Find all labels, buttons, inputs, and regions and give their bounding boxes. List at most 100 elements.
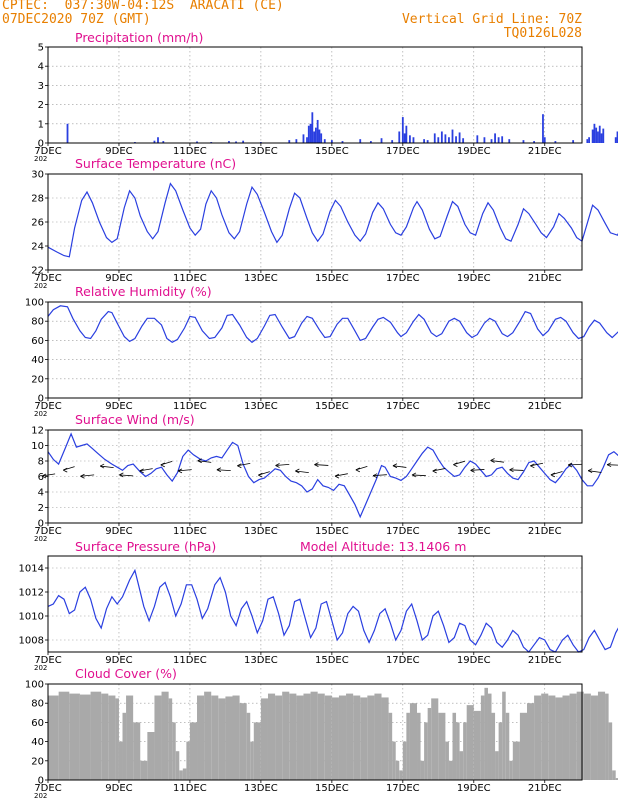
x-tick-label: 13DEC [244, 401, 278, 412]
wind-arrowhead [41, 473, 47, 479]
x-tick-label: 9DEC [105, 273, 132, 284]
x-tick-label: 9DEC [105, 783, 132, 794]
wind-arrowhead [139, 468, 144, 474]
precip-bar [330, 140, 333, 143]
precip-bar [497, 137, 500, 143]
wind-arrow [588, 470, 602, 473]
cloud-column [534, 695, 542, 780]
cloud-column [541, 693, 549, 780]
precip-bar [533, 141, 535, 143]
y-tick-label: 20 [31, 374, 44, 385]
x-tick-label: 19DEC [457, 526, 491, 537]
precip-bar [403, 133, 406, 143]
wind-arrowhead [237, 463, 242, 469]
wind-arrow [41, 473, 56, 477]
wind-arrow [607, 464, 618, 466]
cloud-column [615, 778, 618, 780]
y-tick-label: 1012 [19, 588, 44, 599]
header-grid-line: Vertical Grid Line: 70Z [401, 12, 582, 27]
x-tick-label: 15DEC [315, 273, 349, 284]
cloud-column [367, 695, 375, 780]
cloud-column [232, 695, 240, 780]
precip-bar [595, 127, 598, 143]
y-tick-label: 0 [38, 519, 44, 530]
x-tick-label: 9DEC [105, 146, 132, 157]
wind-arrowhead [567, 462, 573, 468]
cloud-column [303, 693, 311, 780]
y-tick-label: 100 [25, 298, 44, 309]
precip-bar [359, 139, 362, 143]
cloud-column [452, 712, 457, 780]
cloud-column [211, 695, 219, 780]
wind-arrowhead [258, 472, 263, 478]
cloud-column [250, 741, 254, 780]
precip-bar [458, 132, 461, 143]
wind-arrow [568, 463, 583, 466]
y-tick-label: 4 [38, 62, 44, 73]
wind-arrowhead [509, 467, 514, 473]
cloud-column [126, 695, 134, 780]
x-tick-label: 7DEC [34, 655, 61, 666]
panel-frame [47, 301, 583, 399]
y-tick-label: 0 [38, 394, 44, 405]
cloud-column [239, 703, 247, 780]
cloud-column [186, 741, 190, 780]
cloud-column [58, 691, 70, 780]
precip-bar [316, 119, 319, 143]
x-tick-label: 15DEC [315, 526, 349, 537]
precip-bar [295, 139, 298, 143]
panel-title: Precipitation (mm/h) [75, 30, 203, 45]
cloud-column [399, 770, 403, 780]
precip-bar [591, 129, 594, 143]
y-tick-label: 40 [31, 355, 44, 366]
cloud-column [463, 722, 467, 780]
y-tick-label: 2 [38, 100, 44, 111]
x-tick-label: 17DEC [386, 526, 420, 537]
precip-bar [162, 141, 165, 143]
cloud-column [555, 697, 563, 780]
cloud-column [448, 760, 453, 780]
precip-bar [196, 141, 198, 143]
wind-arrowhead [197, 458, 202, 464]
x-year-stub: 202 [34, 282, 47, 290]
x-tick-label: 15DEC [315, 401, 349, 412]
cloud-column [218, 698, 226, 780]
x-tick-label: 11DEC [173, 783, 207, 794]
cloud-column [466, 705, 474, 780]
wind-arrow [392, 465, 407, 468]
x-tick-label: 13DEC [244, 783, 278, 794]
x-tick-label: 7DEC [34, 783, 61, 794]
precip-bar [323, 139, 326, 143]
precip-bar [380, 138, 383, 143]
precip-bar [401, 117, 404, 143]
precip-bar [369, 141, 372, 143]
y-tick-label: 1008 [19, 636, 44, 647]
panel-frame [47, 683, 583, 781]
cloud-column [353, 695, 361, 780]
precip-bar [508, 139, 511, 143]
wind-arrowhead [411, 472, 417, 478]
y-tick-label: 28 [31, 194, 44, 205]
precip-bar [288, 140, 291, 143]
precip-bar [600, 133, 603, 143]
cloud-column [388, 712, 393, 780]
cloud-column [576, 691, 584, 780]
precip-bar [405, 125, 408, 143]
cloud-column [438, 712, 446, 780]
wind-arrow [119, 474, 134, 477]
y-tick-label: 22 [31, 266, 44, 277]
cloud-column [487, 693, 492, 780]
precip-bar [311, 112, 314, 143]
wind-arrow [275, 464, 290, 466]
y-tick-label: 6 [38, 472, 44, 483]
cloud-column [225, 696, 233, 780]
y-tick-label: 80 [31, 317, 44, 328]
panel-title: Surface Pressure (hPa) [75, 539, 216, 554]
y-tick-label: 1014 [19, 564, 44, 575]
cloud-column [147, 732, 155, 780]
precip-bar [586, 139, 589, 143]
cloud-column [90, 691, 102, 780]
x-tick-label: 17DEC [386, 655, 420, 666]
wind-arrowhead [606, 462, 612, 468]
